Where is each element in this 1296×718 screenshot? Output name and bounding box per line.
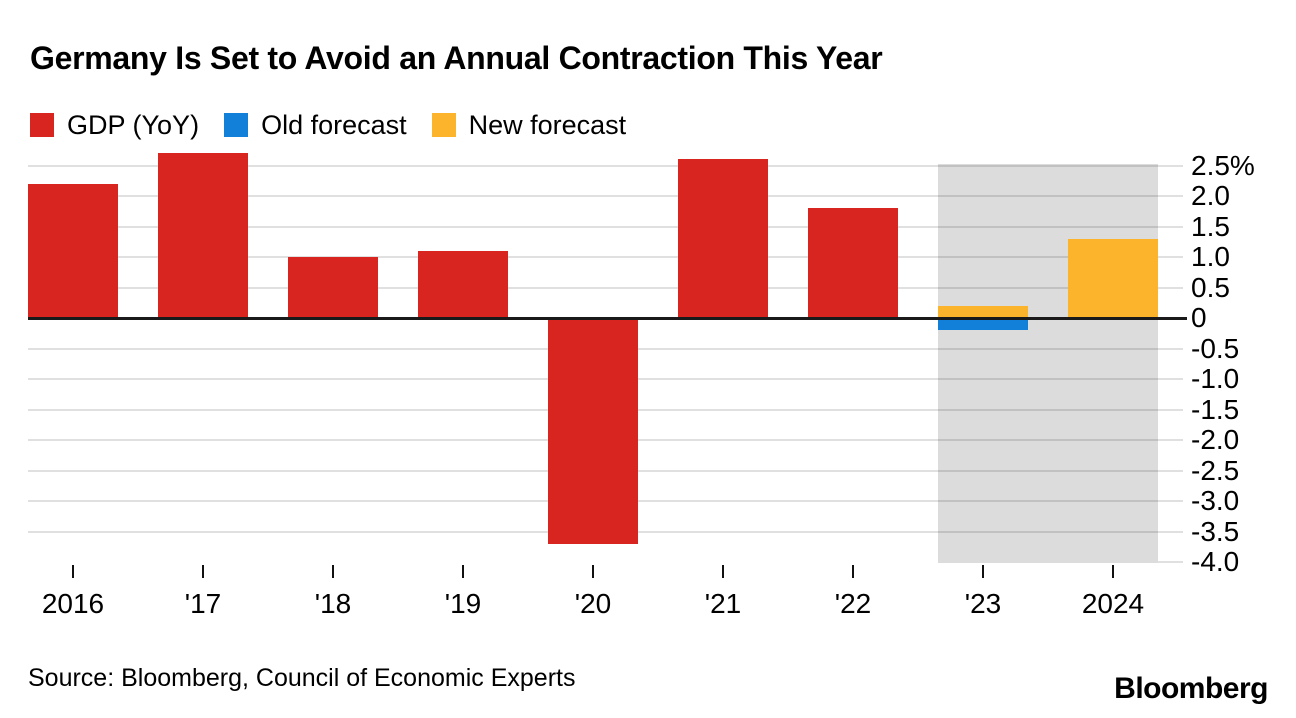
y-axis-tick-label: -1.0 <box>1191 363 1240 394</box>
x-axis-tick <box>592 565 594 578</box>
y-axis-tick-label: -3.0 <box>1191 485 1240 516</box>
legend-label: New forecast <box>468 110 627 140</box>
bar-'23-new-forecast <box>938 305 1028 318</box>
x-axis-tick <box>202 565 204 578</box>
bar-2024-new-forecast <box>1068 238 1158 318</box>
x-axis-tick <box>982 565 984 578</box>
y-axis-tick-label: 2.5% <box>1191 149 1255 181</box>
x-axis-tick <box>852 565 854 578</box>
bar-'18-gdp-yoy- <box>288 257 378 318</box>
source-line: Source: Bloomberg, Council of Economic E… <box>28 664 576 692</box>
y-axis-tick-label: -2.5 <box>1191 454 1240 486</box>
x-axis-tick <box>462 565 464 578</box>
legend-swatch-icon <box>431 113 456 137</box>
legend-item-old-forecast: Old forecast <box>224 110 407 140</box>
bar-'21-gdp-yoy- <box>678 159 768 318</box>
x-axis-tick <box>72 565 74 578</box>
y-axis-tick-label: 1.0 <box>1191 241 1230 272</box>
gridline <box>28 195 1183 197</box>
forecast-band <box>938 164 1158 563</box>
gridline <box>28 225 1183 228</box>
gridline <box>28 286 1183 289</box>
y-axis-tick-label: -4.0 <box>1191 546 1240 577</box>
x-axis-tick-label: '18 <box>314 588 352 619</box>
x-axis-tick-label: 2024 <box>1081 588 1145 619</box>
legend-label: Old forecast <box>261 110 407 140</box>
gridline <box>1158 561 1183 563</box>
bar-'20-gdp-yoy- <box>548 318 638 544</box>
legend-label: GDP (YoY) <box>67 110 200 140</box>
y-axis-tick-label: -0.5 <box>1191 332 1240 364</box>
bar-'23-old-forecast <box>938 318 1028 331</box>
x-axis-tick-label: '20 <box>574 588 612 619</box>
legend-swatch-icon <box>30 113 54 137</box>
x-axis-tick <box>332 565 334 578</box>
bar-'22-gdp-yoy- <box>808 208 898 318</box>
x-axis-tick <box>1112 565 1114 578</box>
x-axis-tick-label: 2016 <box>41 588 105 619</box>
y-axis-tick-label: 1.5 <box>1191 210 1230 242</box>
legend-swatch-icon <box>224 113 249 137</box>
y-axis-tick-label: -3.5 <box>1191 515 1240 547</box>
x-axis-tick-label: '23 <box>964 588 1002 619</box>
y-axis-tick-label: 0 <box>1191 302 1207 333</box>
gridline <box>28 256 1183 258</box>
x-axis-tick-label: '19 <box>444 588 482 619</box>
legend-item-gdp-yoy-: GDP (YoY) <box>30 110 199 140</box>
x-axis-tick-label: '17 <box>184 588 222 619</box>
y-axis-tick-label: -1.5 <box>1191 393 1240 425</box>
chart-title: Germany Is Set to Avoid an Annual Contra… <box>30 40 883 76</box>
x-axis-tick <box>722 565 724 578</box>
bloomberg-logo: Bloomberg <box>1114 672 1268 705</box>
legend-item-new-forecast: New forecast <box>431 110 627 140</box>
bar-'17-gdp-yoy- <box>158 153 248 318</box>
x-axis-tick-label: '22 <box>834 588 872 619</box>
legend: GDP (YoY) Old forecast New forecast <box>30 110 651 140</box>
y-axis-tick-label: 2.0 <box>1191 180 1230 211</box>
x-axis-tick-label: '21 <box>704 588 742 619</box>
bar-'19-gdp-yoy- <box>418 250 508 318</box>
gridline <box>28 164 1183 167</box>
y-axis-tick-label: 0.5 <box>1191 271 1230 303</box>
bar-2016-gdp-yoy- <box>28 183 118 318</box>
zero-baseline <box>28 316 1187 320</box>
y-axis-tick-label: -2.0 <box>1191 424 1240 455</box>
